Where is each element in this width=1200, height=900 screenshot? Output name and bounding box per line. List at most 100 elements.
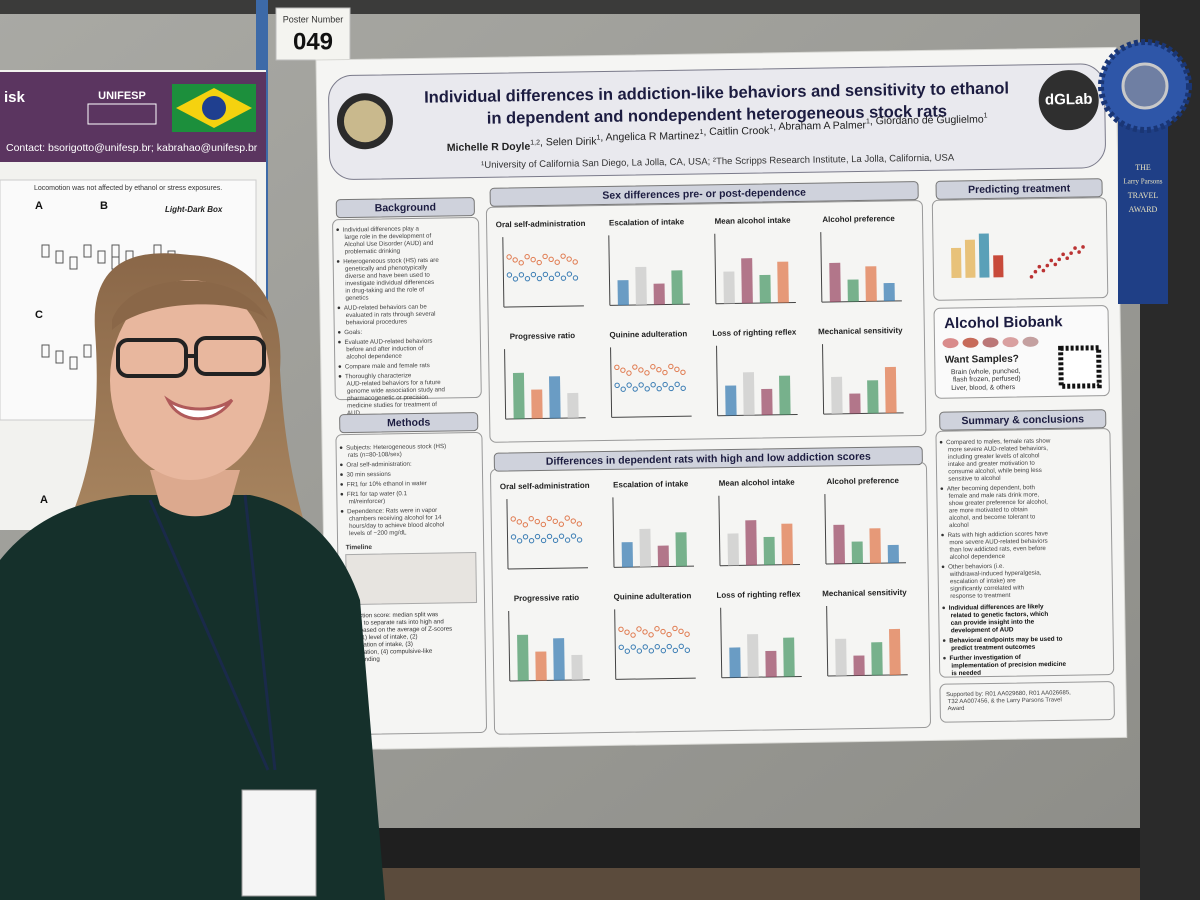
bullet-text: Oral self-administration:	[346, 460, 412, 468]
bullet-text: Dependence: Rats were in vapor chambers …	[347, 506, 444, 536]
person	[0, 253, 385, 900]
plot-axis-decoration	[714, 233, 717, 304]
section-heading: Summary & conclusions	[961, 413, 1084, 427]
plot-bar-decoration	[742, 372, 755, 416]
column-box	[485, 200, 927, 443]
plot-axis-decoration	[608, 235, 611, 306]
section-heading: Differences in dependent rats with high …	[546, 451, 871, 468]
section-heading: Sex differences pre- or post-dependence	[602, 187, 806, 202]
plot-point-decoration	[1069, 251, 1073, 255]
bullet-text: Subjects: Heterogeneous stock (HS) rats …	[346, 443, 446, 459]
plot-point-decoration	[560, 253, 566, 259]
plot-point-decoration	[648, 632, 654, 638]
section-heading: Background	[375, 201, 436, 214]
plot-point-decoration	[566, 271, 573, 277]
plot-bar-decoration	[867, 380, 879, 414]
plot-point-decoration	[680, 385, 686, 391]
bullet-text: AUD-related behaviors can be evaluated i…	[344, 303, 436, 326]
plot-point-decoration	[518, 272, 525, 278]
timeline-label: Timeline	[346, 544, 373, 551]
panel-title: Alcohol preference	[822, 214, 895, 224]
plot-bar-decoration	[847, 279, 859, 302]
bullet-text: 30 min sessions	[346, 470, 390, 478]
plot-bar-decoration	[883, 282, 895, 302]
ribbon-text: THE	[1135, 163, 1151, 172]
boxplot-decoration	[55, 350, 64, 364]
poster-paper	[315, 46, 1128, 751]
plot-point-decoration	[522, 522, 529, 528]
panel-title: Escalation of intake	[609, 217, 685, 227]
plot-bar-decoration	[567, 392, 579, 419]
panel-title: Progressive ratio	[514, 593, 580, 603]
plot-point-decoration	[638, 367, 644, 373]
plot-bar-decoration	[571, 654, 583, 681]
author-affiliation-mark: 1	[596, 134, 600, 141]
plot-bar-decoration	[621, 542, 634, 568]
plot-point-decoration	[536, 259, 542, 266]
plot-point-decoration	[648, 648, 655, 654]
author-affiliation-mark: 1	[984, 112, 988, 119]
plot-point-decoration	[572, 275, 579, 281]
bullet	[941, 533, 944, 537]
qr-code	[1058, 345, 1102, 389]
bullet-text: Compare male and female rats	[345, 362, 430, 370]
plot-bar-decoration	[671, 270, 683, 305]
author: , Selen Dirik	[540, 135, 598, 148]
plot-point-decoration	[542, 271, 549, 278]
biobank-question: Want Samples?	[945, 354, 1019, 366]
left-poster-heading: isk	[4, 89, 26, 106]
plot-point-decoration	[1041, 268, 1046, 273]
plot-point-decoration	[510, 516, 516, 522]
award-ribbon	[1098, 39, 1192, 304]
plot-bar-decoration	[889, 628, 901, 676]
plot-point-decoration	[668, 385, 674, 392]
plot-bar-decoration	[869, 528, 881, 564]
plot-point-decoration	[626, 382, 632, 388]
panel-title: Oral self-administration	[500, 481, 590, 491]
plot-axis-decoration	[611, 415, 692, 418]
bullet-text: Goals:	[344, 329, 362, 336]
panel-title: Loss of righting reflex	[716, 590, 801, 600]
section-header-box	[339, 412, 479, 434]
plot-point-decoration	[636, 626, 642, 632]
plot-axis-decoration	[502, 237, 505, 308]
plot-point-decoration	[566, 256, 572, 262]
plot-axis-decoration	[822, 344, 825, 415]
face	[110, 280, 270, 480]
plot-bar-decoration	[964, 239, 976, 278]
boxplot-decoration	[111, 244, 120, 258]
boxplot-decoration	[97, 250, 106, 264]
plot-bar-decoration	[761, 388, 773, 416]
biobank-heading: Alcohol Biobank	[944, 313, 1063, 332]
section-header-box	[489, 181, 919, 207]
plot-point-decoration	[570, 533, 577, 539]
plot-point-decoration	[540, 537, 547, 544]
panel-letter: A	[35, 200, 43, 212]
panel-title: Mean alcohol intake	[719, 478, 796, 488]
plot-point-decoration	[548, 256, 554, 263]
bullet-text: Evaluate AUD-related behaviors before an…	[344, 337, 432, 360]
plot-bar-decoration	[763, 536, 775, 566]
plot-bar-decoration	[831, 376, 843, 414]
plot-bar-decoration	[617, 280, 629, 306]
plot-bar-decoration	[517, 634, 529, 681]
plot-axis-decoration	[718, 495, 721, 566]
bullet-text: Compared to males, female rats show more…	[946, 437, 1051, 482]
plot-bar-decoration	[777, 261, 789, 303]
plot-point-decoration	[518, 260, 524, 266]
rosette-center	[1121, 62, 1169, 110]
plot-bar-decoration	[512, 372, 525, 419]
plot-point-decoration	[630, 644, 636, 650]
plot-point-decoration	[1033, 269, 1038, 274]
plot-point-decoration	[548, 275, 555, 282]
plot-bar-decoration	[747, 634, 759, 678]
plot-bar-decoration	[851, 541, 863, 564]
organ-icon	[1002, 337, 1019, 348]
biobank-item: Liver, blood, & others	[951, 384, 1016, 392]
bullet-text: Individual differences are likely relate…	[949, 603, 1049, 634]
author-affiliation-mark: 1,2	[530, 139, 540, 146]
plot-point-decoration	[662, 369, 668, 376]
plot-point-decoration	[680, 369, 686, 375]
bullet	[336, 228, 339, 231]
